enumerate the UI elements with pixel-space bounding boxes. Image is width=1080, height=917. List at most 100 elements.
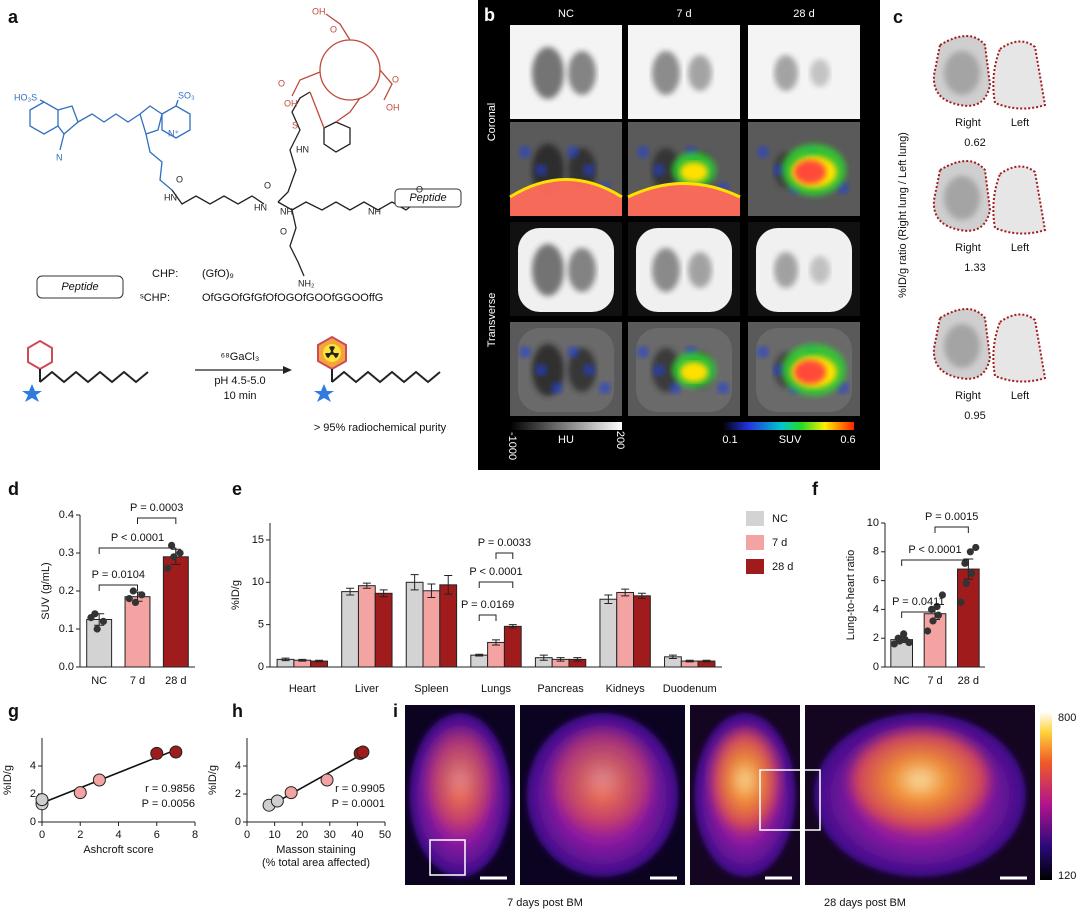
uptake-spot (551, 382, 563, 394)
bar (162, 556, 189, 668)
sequence: (GfO)₉ (202, 268, 234, 280)
data-point (150, 746, 164, 760)
significance-bracket (901, 559, 969, 566)
uptake-spot (757, 146, 769, 158)
y-tick-label: 0.4 (59, 509, 74, 521)
data-point (934, 611, 943, 619)
y-axis-label: %ID/g (2, 765, 14, 795)
x-tick-label: NC (91, 675, 107, 687)
hot-region (553, 730, 652, 830)
lung (688, 55, 712, 91)
uptake-spot (669, 382, 681, 394)
row-label: Coronal (486, 103, 498, 142)
atom-label: O (280, 226, 287, 236)
atom-label: S (292, 120, 298, 130)
atom-label: O (392, 74, 399, 84)
x-axis-label: Ashcroft score (83, 844, 153, 856)
annotation: P < 0.0001 (908, 544, 961, 556)
zoom-box (429, 839, 466, 876)
error-bar (362, 582, 371, 589)
uptake-spot (757, 346, 769, 358)
error-bar (573, 657, 582, 662)
fire-colorbar (1040, 712, 1052, 880)
bladder-signal (628, 183, 740, 216)
data-point (170, 553, 178, 561)
atom-label: OH (312, 6, 326, 16)
y-axis-label: %ID/g ratio (Right lung / Left lung) (897, 132, 909, 298)
atom-label: SO₃ (178, 90, 195, 100)
hot-region (712, 730, 778, 830)
uptake (680, 362, 708, 382)
error-bar (427, 583, 436, 599)
ratio-value: 0.95 (964, 410, 985, 422)
x-tick-label: 30 (324, 829, 336, 841)
y-tick-label: 4 (30, 760, 36, 772)
lung-label: Left (1011, 242, 1029, 254)
lung (568, 51, 596, 95)
y-tick-label: 0 (235, 816, 241, 828)
atom-label: NH (280, 206, 293, 216)
annotation: P = 0.0003 (130, 502, 183, 514)
panel-label: g (8, 701, 19, 721)
x-axis-label: (% total area affected) (262, 857, 370, 869)
data-point (176, 549, 184, 557)
uptake-spot (773, 364, 785, 376)
atom-label: HN (296, 144, 309, 154)
error-bar (410, 574, 419, 591)
data-point (900, 630, 908, 638)
error-bar (281, 657, 290, 662)
data-point (962, 579, 970, 588)
panel-label: h (232, 701, 243, 721)
x-tick-label: 0 (39, 829, 45, 841)
row-label: Transverse (486, 293, 498, 348)
panel-label: a (8, 7, 19, 27)
error-bar (379, 589, 388, 598)
uptake-spot (583, 164, 595, 176)
data-point (905, 638, 913, 647)
uptake (794, 360, 826, 384)
colorbar-max: 800 (1058, 712, 1076, 724)
y-tick-label: 0.0 (59, 661, 74, 673)
panel-label: f (812, 479, 819, 499)
sequence: OfGGOfGfGfOfOGOfGOOfGGOOffG (202, 292, 383, 304)
suv-colorbar (722, 422, 854, 430)
lung (652, 248, 680, 292)
lung (688, 252, 712, 288)
uptake-spot (535, 364, 547, 376)
image-tile (628, 25, 740, 119)
body-outline (636, 228, 732, 312)
y-tick-label: 15 (252, 534, 264, 546)
significance-bracket (137, 517, 177, 524)
atom-label: NH₂ (298, 278, 315, 288)
panel-label: e (232, 479, 242, 499)
data-point (93, 625, 101, 633)
left-lung (992, 313, 1047, 383)
atom-label: OH (284, 98, 298, 108)
bar (470, 654, 489, 668)
y-tick-label: 2 (235, 788, 241, 800)
legend-swatch (746, 511, 764, 526)
error-bar (475, 653, 484, 657)
peptide-key-box (36, 275, 124, 299)
error-bar (315, 659, 324, 663)
y-axis-label: Lung-to-heart ratio (845, 550, 857, 641)
bar (124, 596, 151, 668)
atom-label: O (330, 24, 337, 34)
significance-bracket (495, 552, 514, 559)
x-tick-label: Duodenum (663, 683, 717, 695)
x-tick-label: Kidneys (606, 683, 646, 695)
legend-swatch (746, 559, 764, 574)
atom-label: OH (386, 102, 400, 112)
data-point (938, 591, 947, 599)
y-tick-label: 2 (873, 632, 879, 644)
significance-bracket (478, 614, 497, 621)
uptake (794, 160, 826, 184)
x-tick-label: 4 (115, 829, 121, 841)
peptide-box (394, 188, 462, 208)
lung (652, 148, 680, 192)
error-bar (637, 592, 646, 599)
data-point (129, 587, 137, 595)
bar (341, 591, 359, 668)
uptake-spot (519, 346, 531, 358)
x-tick-label: 28 d (958, 675, 979, 687)
